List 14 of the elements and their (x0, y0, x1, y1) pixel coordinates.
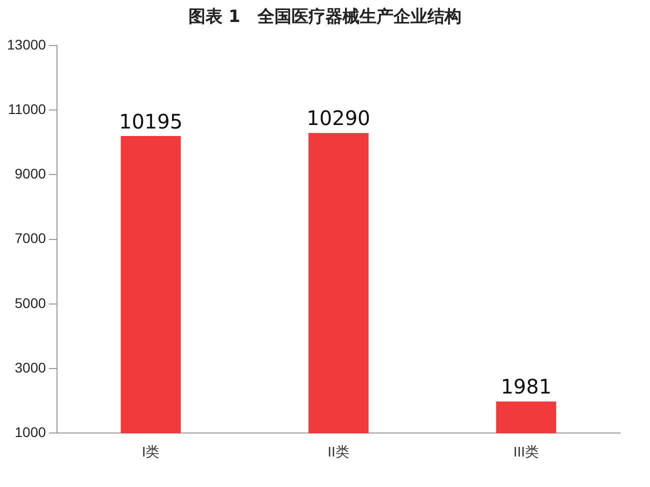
x-tick-label: II类 (328, 443, 350, 460)
y-tick-label: 9000 (14, 166, 46, 182)
x-tick-label: III类 (513, 443, 539, 460)
x-tick-label: I类 (142, 443, 160, 460)
data-label: 10195 (118, 109, 183, 134)
y-tick-label: 11000 (8, 100, 46, 117)
y-tick-label: 1000 (14, 424, 46, 440)
data-label: 10290 (306, 106, 370, 130)
data-label: 1981 (500, 374, 552, 399)
y-tick-label: 13000 (6, 36, 46, 52)
chart-title: 图表 1 全国医疗器械生产企业结构 (188, 6, 462, 29)
y-tick-label: 7000 (14, 230, 46, 246)
y-tick-label: 3000 (14, 359, 46, 376)
y-tick-label: 5000 (14, 294, 46, 311)
